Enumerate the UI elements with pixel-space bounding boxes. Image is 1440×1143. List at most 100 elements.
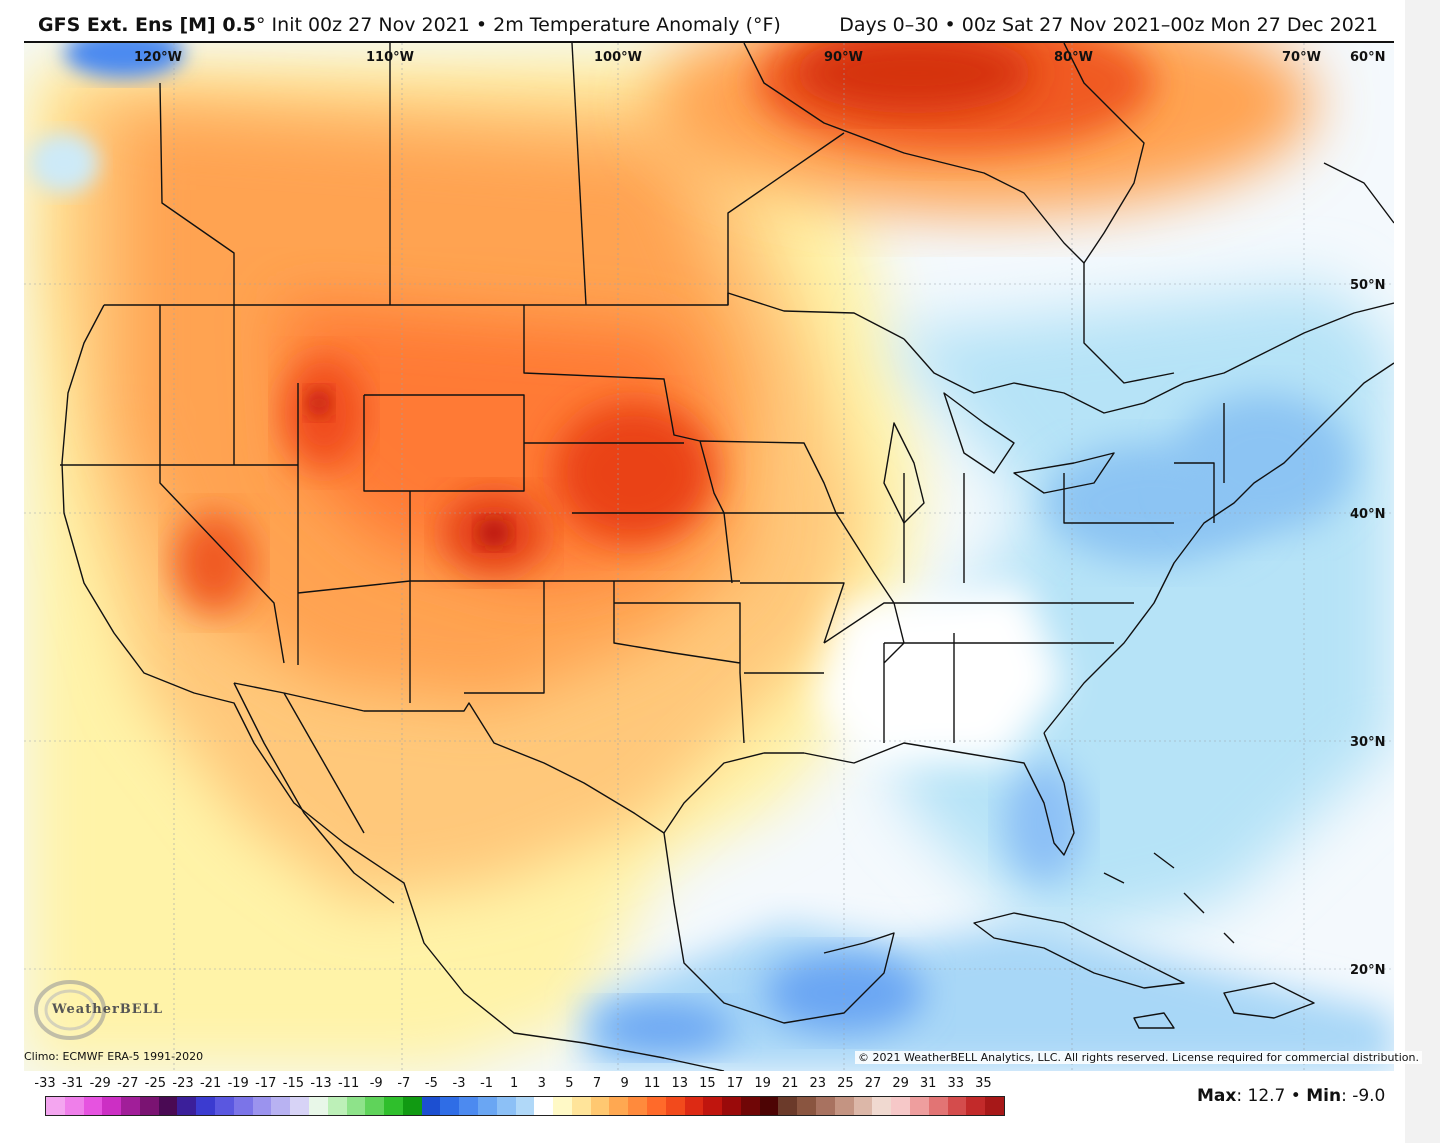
lat-label-40n: 40°N (1350, 507, 1385, 522)
colorbar-label: 9 (620, 1076, 629, 1091)
colorbar-swatch (947, 1097, 967, 1115)
days-range: Days 0–30 (839, 14, 939, 36)
max-label: Max (1197, 1086, 1237, 1106)
colorbar-label: 35 (975, 1076, 992, 1091)
colorbar-swatch (628, 1097, 647, 1115)
colorbar-swatch (534, 1097, 554, 1115)
colorbar-swatch (102, 1097, 122, 1115)
colorbar-swatch (928, 1097, 948, 1115)
colorbar-swatch (853, 1097, 873, 1115)
colorbar-label: -11 (337, 1076, 360, 1091)
colorbar-label: 23 (809, 1076, 827, 1091)
colorbar-label: -13 (310, 1076, 332, 1091)
colorbar-label: -27 (117, 1076, 139, 1091)
lat-labels: 50°N 40°N 30°N 20°N (1350, 278, 1385, 978)
colorbar-label: 1 (510, 1076, 519, 1091)
colorbar-swatch (459, 1097, 478, 1115)
colorbar-label: -23 (172, 1076, 194, 1091)
colorbar-swatch (64, 1097, 84, 1115)
colorbar-swatch (647, 1097, 666, 1115)
field-name: 2m Temperature Anomaly (°F) (493, 14, 781, 36)
lat-label-50n: 50°N (1350, 278, 1385, 293)
colorbar-label: 3 (537, 1076, 546, 1091)
lon-label-100w: 100°W (594, 50, 642, 65)
colorbar-swatch (46, 1097, 65, 1115)
lon-label-110w: 110°W (366, 50, 414, 65)
colorbar-swatch (177, 1097, 197, 1115)
colorbar-label: -19 (227, 1076, 249, 1091)
colorbar-label: -17 (255, 1076, 277, 1091)
max-min-readout: Max: 12.7 • Min: -9.0 (1197, 1086, 1386, 1106)
colorbar-swatch (402, 1097, 422, 1115)
colorbar-swatch (553, 1097, 572, 1115)
colorbar-swatch (196, 1097, 216, 1115)
map-title: GFS Ext. Ens [M] 0.5° Init 00z 27 Nov 20… (38, 10, 781, 40)
colorbar-swatch (83, 1097, 103, 1115)
colorbar-swatch (797, 1097, 817, 1115)
date-range: 00z Sat 27 Nov 2021–00z Mon 27 Dec 2021 (961, 14, 1378, 36)
colorbar-swatch (365, 1097, 385, 1115)
colorbar-swatch (909, 1097, 929, 1115)
weatherbell-logo-text: WeatherBELL (52, 1002, 163, 1017)
colorbar-swatch (271, 1097, 291, 1115)
colorbar-label: 27 (864, 1076, 882, 1091)
lon-labels: 120°W 110°W 100°W 90°W 80°W 70°W 60°N (134, 50, 1385, 65)
colorbar-label: 11 (643, 1076, 661, 1091)
colorbar-label: 21 (781, 1076, 799, 1091)
colorbar-label: 19 (754, 1076, 771, 1091)
valid-range: Days 0–30 • 00z Sat 27 Nov 2021–00z Mon … (839, 10, 1378, 40)
colorbar-swatch (703, 1097, 723, 1115)
colorbar-label: 31 (919, 1076, 937, 1091)
colorbar (45, 1096, 1005, 1116)
degree-symbol: ° (256, 14, 266, 36)
colorbar-label: 15 (699, 1076, 716, 1091)
colorbar-label: -1 (480, 1076, 494, 1091)
colorbar-label: -29 (89, 1076, 111, 1091)
bullet-sep-2: • (944, 14, 956, 36)
colorbar-swatch (496, 1097, 516, 1115)
colorbar-swatch (816, 1097, 835, 1115)
max-min-sep: • (1290, 1086, 1301, 1106)
colorbar-label: -31 (61, 1076, 84, 1091)
climo-note: Climo: ECMWF ERA-5 1991-2020 (24, 1050, 204, 1063)
colorbar-swatch (684, 1097, 704, 1115)
boundaries (60, 43, 1394, 1071)
min-value: -9.0 (1352, 1086, 1386, 1106)
colorbar-label: 29 (892, 1076, 909, 1091)
anomaly-map[interactable]: 120°W 110°W 100°W 90°W 80°W 70°W 60°N 50… (24, 41, 1394, 1071)
lon-label-90w: 90°W (824, 50, 863, 65)
colorbar-swatch (778, 1097, 798, 1115)
colorbar-swatch (590, 1097, 610, 1115)
colorbar-label: -9 (369, 1076, 383, 1091)
colorbar-swatch (384, 1097, 403, 1115)
colorbar-swatch (139, 1097, 159, 1115)
map-canvas: 120°W 110°W 100°W 90°W 80°W 70°W 60°N 50… (24, 43, 1394, 1071)
colorbar-label: 33 (947, 1076, 965, 1091)
colorbar-swatch (121, 1097, 140, 1115)
colorbar-label: -5 (424, 1076, 438, 1091)
colorbar-swatch (722, 1097, 741, 1115)
colorbar-label: 5 (565, 1076, 574, 1091)
colorbar-labels: -33 -31 -29 -27 -25 -23 -21 -19 -17 -15 -13 -11 -9 -7… (34, 1076, 1014, 1094)
colorbar-swatch (985, 1097, 1004, 1115)
bullet-sep-1: • (475, 14, 488, 36)
lon-label-70w: 70°W (1282, 50, 1321, 65)
colorbar-swatch (740, 1097, 760, 1115)
colorbar-swatch (665, 1097, 685, 1115)
colorbar-swatch (872, 1097, 892, 1115)
colorbar-swatch (477, 1097, 497, 1115)
colorbar-swatch (308, 1097, 328, 1115)
colorbar-label: -25 (144, 1076, 167, 1091)
colorbar-label: 13 (671, 1076, 689, 1091)
copyright-note: © 2021 WeatherBELL Analytics, LLC. All r… (855, 1051, 1422, 1064)
colorbar-swatch (966, 1097, 986, 1115)
colorbar-label: 25 (837, 1076, 854, 1091)
init-time: Init 00z 27 Nov 2021 (271, 14, 470, 36)
colorbar-label: -15 (282, 1076, 305, 1091)
colorbar-label: 17 (726, 1076, 744, 1091)
colorbar-label: 7 (592, 1076, 602, 1091)
colorbar-swatch (346, 1097, 366, 1115)
lon-label-80w: 80°W (1054, 50, 1093, 65)
max-value: 12.7 (1247, 1086, 1286, 1106)
lat-label-60n: 60°N (1350, 50, 1385, 65)
